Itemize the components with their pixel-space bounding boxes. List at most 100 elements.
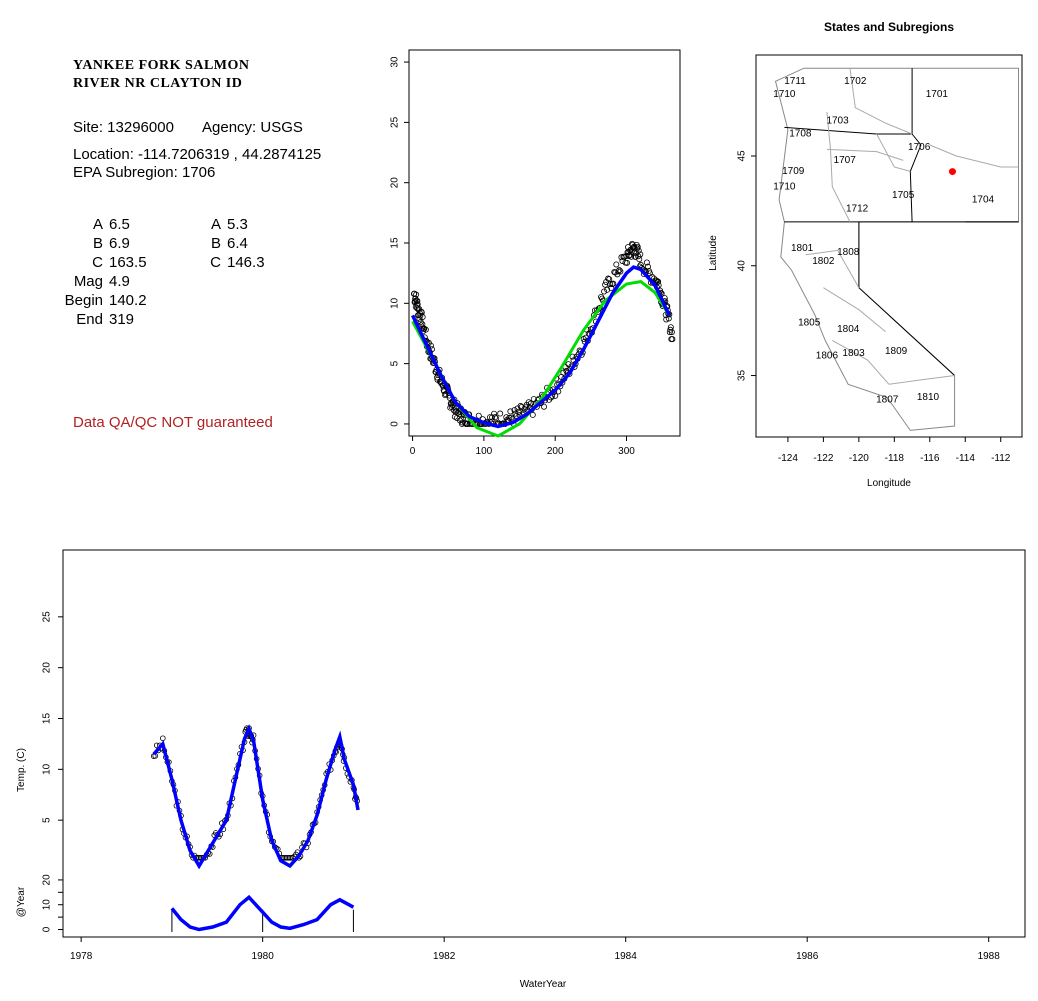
- smooth-fit-line: [411, 265, 671, 429]
- state-boundary: [784, 68, 913, 135]
- epa-subregion: EPA Subregion: 1706: [73, 164, 216, 181]
- y2-tick-label: 0: [42, 926, 53, 932]
- seasonal-layer: 0 100 200 300 0 5 10 15 20 25 30: [390, 56, 676, 457]
- y-tick-label: 40: [737, 260, 748, 272]
- site-id: Site: 13296000: [73, 119, 174, 136]
- data-point: [634, 243, 641, 250]
- subregion-label: 1710: [773, 181, 796, 192]
- data-point: [637, 251, 644, 258]
- timeseries-plot-frame: [62, 549, 1026, 938]
- data-point: [449, 402, 456, 409]
- data-point: [663, 316, 670, 323]
- y-tick-label: 45: [737, 150, 748, 162]
- y-tick-label: 35: [737, 370, 748, 382]
- x-tick-label: -118: [885, 453, 905, 464]
- map-x-label: Longitude: [867, 478, 911, 489]
- x-tick-label: -112: [991, 453, 1011, 464]
- data-point: [635, 253, 642, 260]
- subregion-label: 1712: [846, 203, 869, 214]
- param-value: 4.9: [109, 273, 130, 290]
- x-tick-label: -122: [813, 453, 833, 464]
- site-name-line-1: YANKEE FORK SALMON: [73, 58, 250, 73]
- data-point: [644, 263, 651, 270]
- x-tick-label: -120: [849, 453, 869, 464]
- param-value: 5.3: [227, 216, 248, 233]
- data-point: [607, 281, 614, 288]
- location: Location: -114.7206319 , 44.2874125: [73, 146, 322, 163]
- param-label: A: [210, 216, 221, 233]
- data-point: [414, 297, 421, 304]
- subregion-label: 1703: [826, 116, 849, 127]
- x-tick-label: -124: [778, 453, 798, 464]
- y-tick-label: 20: [42, 662, 53, 674]
- data-point: [669, 336, 676, 343]
- param-value: 6.4: [227, 235, 248, 252]
- timeseries-y2-label: @Year: [16, 886, 27, 917]
- data-point: [616, 267, 623, 274]
- param-value: 146.3: [227, 254, 265, 271]
- param-label: A: [92, 216, 103, 233]
- param-label: C: [210, 254, 221, 271]
- data-point: [646, 270, 653, 277]
- subregion-label: 1702: [844, 76, 867, 87]
- temp-point: [288, 854, 295, 861]
- x-tick-label: 300: [618, 446, 635, 457]
- subregion-label: 1810: [917, 392, 940, 403]
- data-point: [421, 325, 428, 332]
- subregion-label: 1708: [789, 129, 812, 140]
- data-point: [413, 291, 420, 298]
- params-right: A 5.3 B 6.4 C 146.3: [178, 215, 268, 272]
- data-point: [540, 403, 547, 410]
- data-point: [416, 315, 423, 322]
- data-point: [617, 268, 624, 275]
- region-outline: [774, 67, 1019, 431]
- param-label: End: [76, 311, 103, 328]
- temp-smooth-line: [152, 724, 360, 870]
- x-tick-label: 1984: [615, 951, 638, 962]
- param-value: 140.2: [109, 292, 147, 309]
- subregion-boundary: [826, 112, 851, 223]
- data-point: [565, 361, 572, 368]
- data-point: [422, 326, 429, 333]
- map-layer: -124 -122 -120 -118 -116 -114 -112 35 40 45 1711 17…: [737, 67, 1019, 464]
- subregion-label: 1707: [834, 155, 857, 166]
- map-chart: States and Subregions -124 -122 -120 -118 -1…: [708, 20, 1023, 489]
- subregion-label: 1808: [837, 247, 860, 258]
- param-label: Mag: [73, 273, 103, 290]
- data-point: [508, 414, 515, 421]
- site-marker: [948, 168, 956, 176]
- seasonal-plot-frame: [408, 49, 681, 437]
- data-point: [636, 256, 643, 263]
- param-label: B: [92, 235, 103, 252]
- site-name-line-2: RIVER NR CLAYTON ID: [73, 76, 243, 91]
- param-value: 6.9: [109, 235, 130, 252]
- qa-note: Data QA/QC NOT guaranteed: [73, 414, 273, 431]
- data-point: [511, 407, 518, 414]
- data-point: [419, 313, 426, 320]
- y-tick-label: 15: [42, 713, 53, 725]
- subregion-boundary: [849, 68, 913, 135]
- x-tick-label: -114: [956, 453, 976, 464]
- data-point: [615, 268, 622, 275]
- subregion-boundary: [888, 375, 955, 385]
- x-tick-label: 0: [410, 446, 416, 457]
- x-tick-label: 1978: [70, 951, 93, 962]
- data-point: [629, 241, 636, 248]
- seasonal-chart: 0 100 200 300 0 5 10 15 20 25 30: [390, 49, 681, 457]
- param-value: 319: [109, 311, 135, 328]
- annual-curve-line: [170, 894, 355, 932]
- data-point: [560, 369, 567, 376]
- subregion-label: 1802: [812, 256, 835, 267]
- data-point: [507, 408, 514, 415]
- y-tick-label: 20: [390, 177, 401, 189]
- y-tick-label: 30: [390, 56, 401, 68]
- subregion-boundary: [832, 339, 890, 385]
- data-point: [418, 309, 425, 316]
- subregion-label: 1801: [791, 243, 814, 254]
- y-tick-label: 10: [42, 763, 53, 775]
- y-tick-label: 10: [390, 297, 401, 309]
- subregion-label: 1706: [908, 142, 931, 153]
- param-label: C: [92, 254, 103, 271]
- param-label: Begin: [64, 292, 103, 309]
- timeseries-y-label: Temp. (C): [16, 748, 27, 792]
